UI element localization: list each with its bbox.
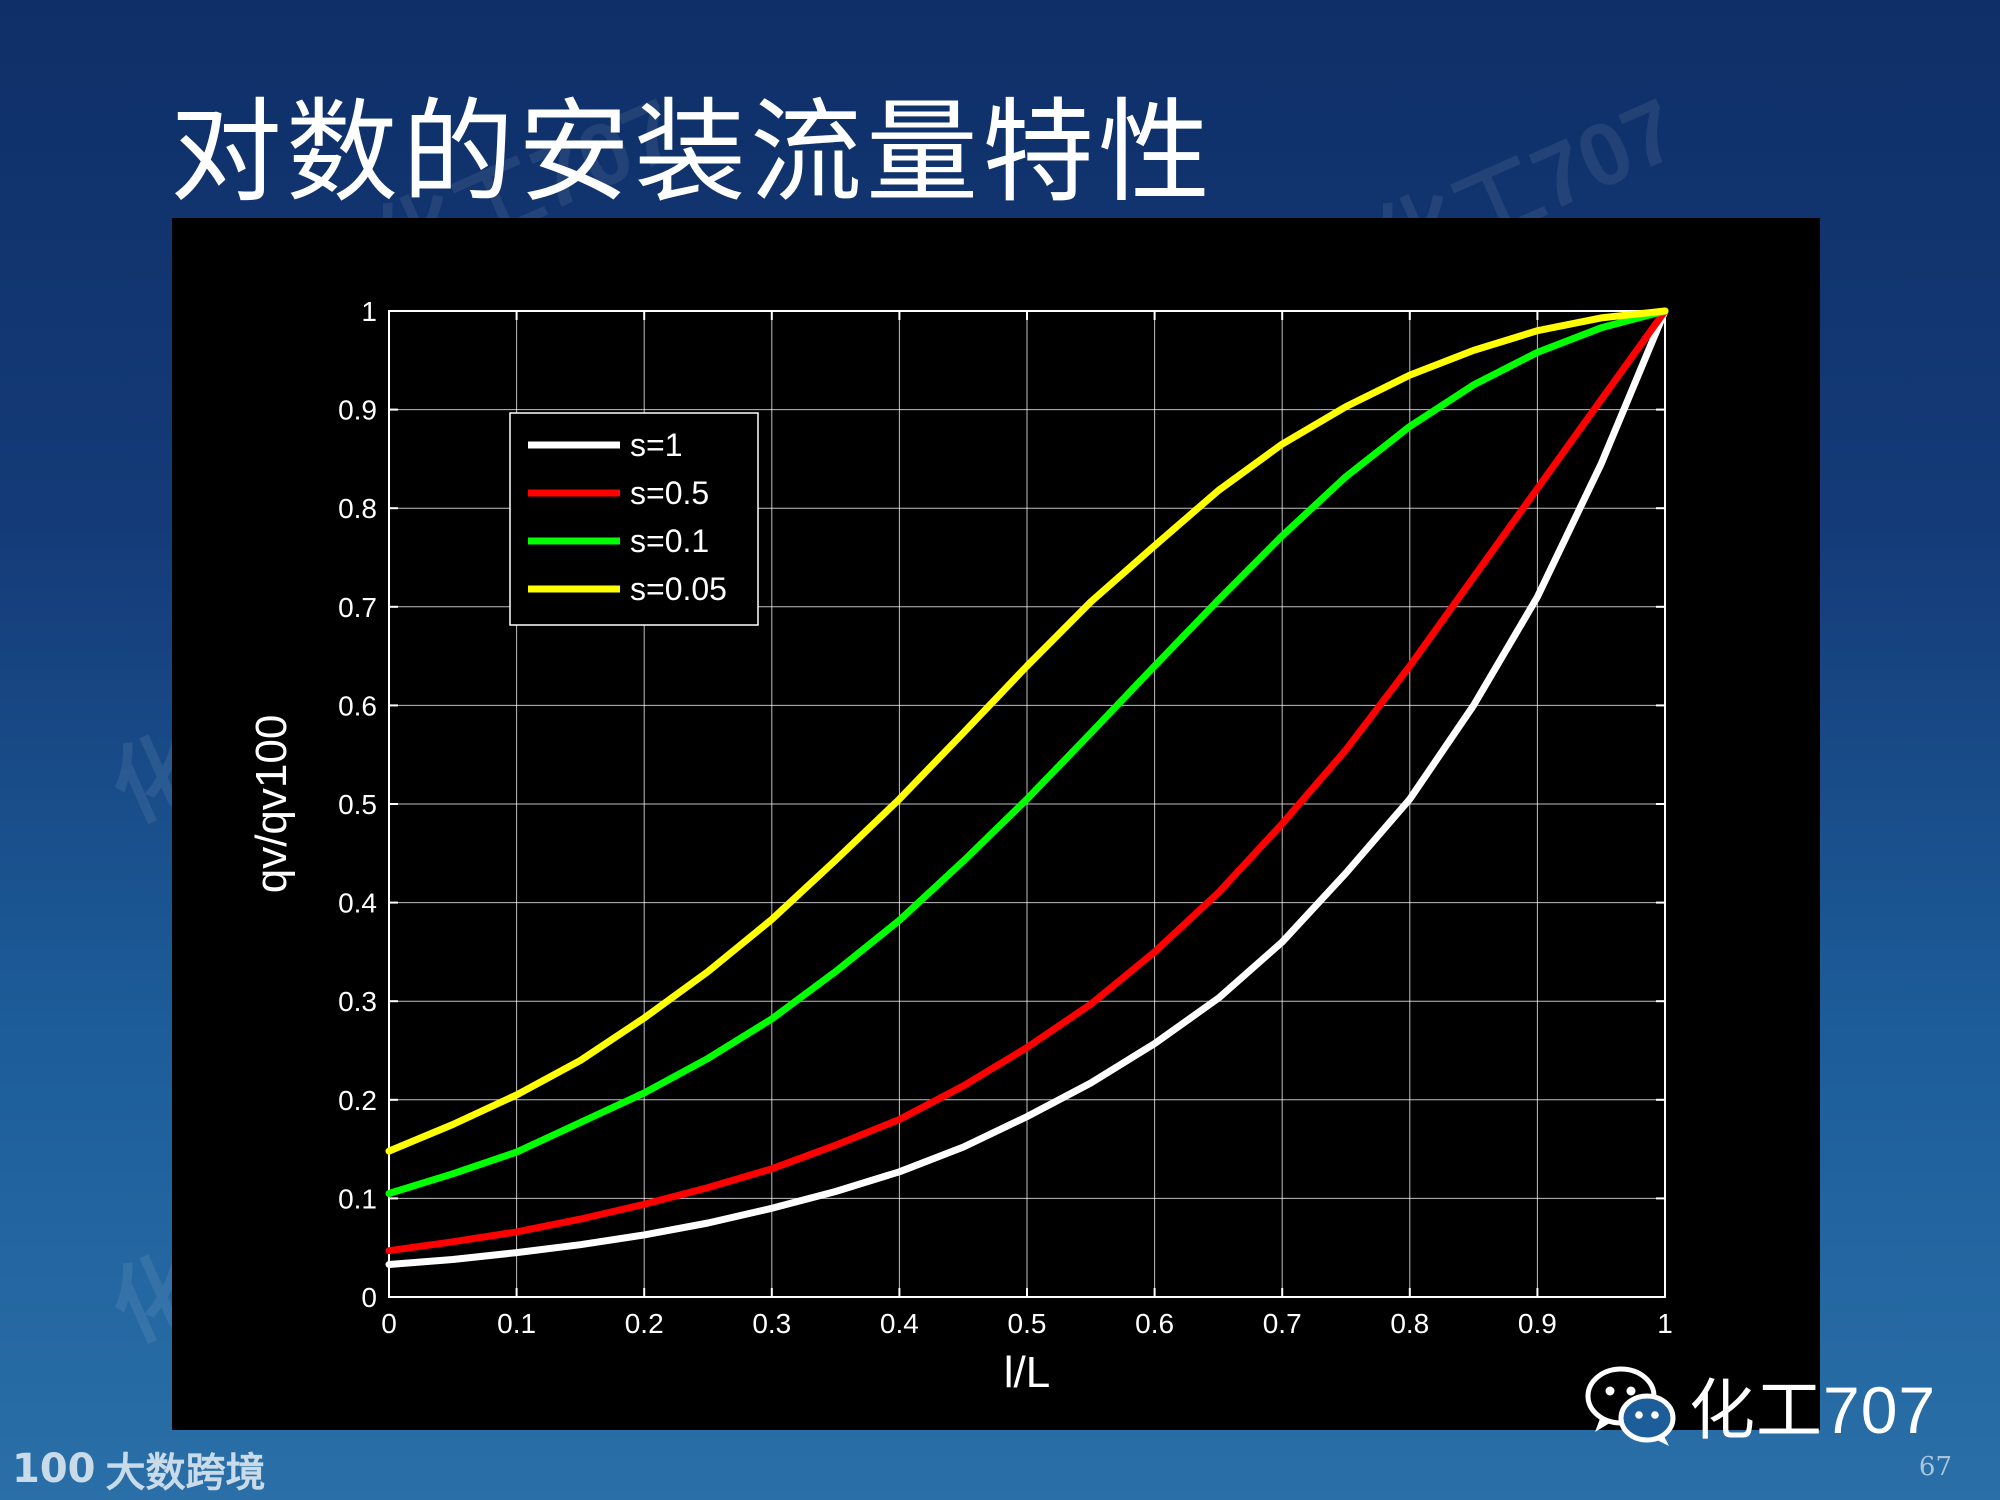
y-tick-label: 0.3	[338, 986, 377, 1017]
x-tick-label: 0.3	[752, 1308, 791, 1339]
x-axis-label: l/L	[1004, 1348, 1050, 1397]
x-tick-label: 0.8	[1390, 1308, 1429, 1339]
x-tick-label: 0	[381, 1308, 397, 1339]
y-tick-label: 0.6	[338, 690, 377, 721]
chart-panel: 0 0.1 0.2 0.3 0.4 0.5 0.6 0.7 0.8 0.9 1 0 0.1 0.2 0.3 0…	[172, 218, 1820, 1430]
slide-title: 对数的安装流量特性	[170, 88, 1214, 218]
line-chart: 0 0.1 0.2 0.3 0.4 0.5 0.6 0.7 0.8 0.9 1 0 0.1 0.2 0.3 0…	[247, 296, 1673, 1397]
legend-label: s=0.5	[630, 475, 709, 511]
brand-label: 化工707	[1689, 1373, 1937, 1447]
y-tick-label: 0.5	[338, 789, 377, 820]
brand-badge: 化工707	[1585, 1360, 1936, 1450]
y-tick-label: 0	[361, 1282, 377, 1313]
footer-logo-mark: 100	[12, 1446, 96, 1492]
x-tick-label: 1	[1657, 1308, 1673, 1339]
x-tick-label: 0.6	[1135, 1308, 1174, 1339]
series-line-s=1	[385, 307, 1669, 1268]
legend-label: s=1	[630, 427, 682, 463]
plot-frame	[388, 310, 1666, 1298]
footer-logo-text: 大数跨境	[105, 1450, 266, 1496]
x-tick-label: 0.1	[497, 1308, 536, 1339]
x-tick-label: 0.2	[625, 1308, 664, 1339]
y-tick-label: 0.2	[338, 1085, 377, 1116]
y-tick-label: 0.1	[338, 1183, 377, 1214]
legend-label: s=0.1	[630, 523, 709, 559]
series-line-s=0.05	[385, 307, 1669, 1155]
wechat-icon	[1585, 1366, 1676, 1446]
page-number: 67	[1918, 1452, 1952, 1482]
y-tick-label: 0.7	[338, 592, 377, 623]
series-line-s=0.5	[385, 307, 1669, 1255]
series-line-s=0.1	[385, 307, 1669, 1197]
y-tick-label: 0.9	[338, 395, 377, 426]
footer-logo: 100 大数跨境	[12, 1440, 266, 1498]
y-tick-label: 0.4	[338, 888, 377, 919]
y-tick-label: 1	[361, 296, 377, 327]
legend-label: s=0.05	[630, 571, 727, 607]
y-tick-label: 0.8	[338, 493, 377, 524]
x-tick-label: 0.7	[1263, 1308, 1302, 1339]
y-axis-label: qv/qv100	[247, 715, 296, 894]
x-tick-label: 0.5	[1008, 1308, 1047, 1339]
x-tick-label: 0.4	[880, 1308, 919, 1339]
x-tick-label: 0.9	[1518, 1308, 1557, 1339]
